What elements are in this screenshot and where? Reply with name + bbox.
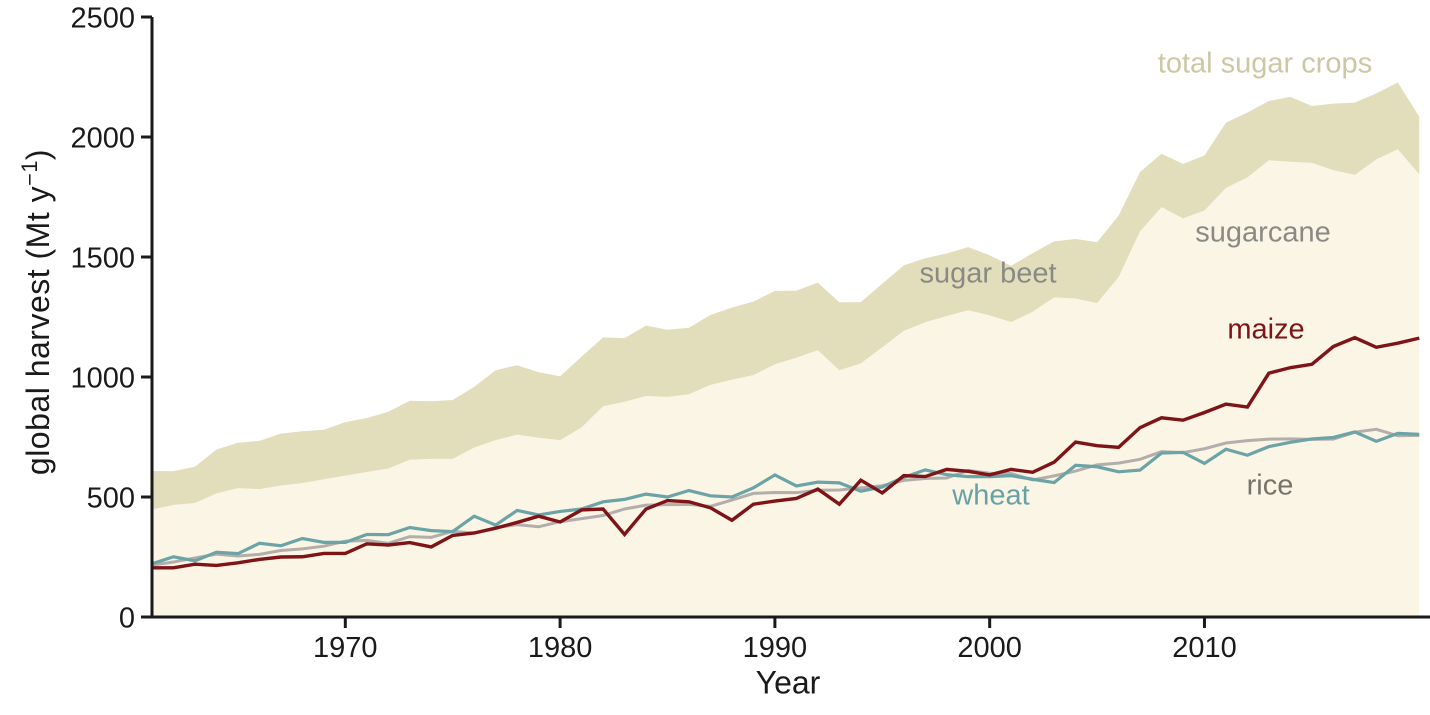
y-tick-label: 500 [87, 482, 135, 514]
label-maize: maize [1227, 313, 1305, 346]
label-wheat: wheat [952, 479, 1030, 512]
label-total-sugar-crops: total sugar crops [1157, 47, 1373, 80]
x-tick-label: 1970 [313, 632, 378, 664]
rice-line [151, 427, 1420, 567]
y-tick-label: 1500 [70, 242, 135, 274]
x-axis-title: Year [755, 664, 821, 701]
label-rice: rice [1246, 469, 1294, 502]
label-sugarcane: sugarcane [1195, 216, 1331, 249]
label-sugar-beet: sugar beet [919, 257, 1057, 290]
sugarcane-area [152, 149, 1420, 618]
x-tick-label: 1990 [743, 632, 808, 664]
wheat-line [151, 430, 1420, 566]
y-tick-label: 2000 [70, 122, 135, 154]
x-tick-label: 2010 [1172, 632, 1237, 664]
sugar-beet-band [152, 82, 1420, 510]
y-tick-label: 2500 [70, 2, 135, 34]
y-axis-title: global harvest (Mt y−1) [17, 148, 56, 476]
x-tick-label: 2000 [957, 632, 1022, 664]
y-tick-label: 0 [119, 602, 135, 634]
maize-line [152, 335, 1420, 570]
y-tick-label: 1000 [70, 362, 135, 394]
x-tick-label: 1980 [528, 632, 593, 664]
